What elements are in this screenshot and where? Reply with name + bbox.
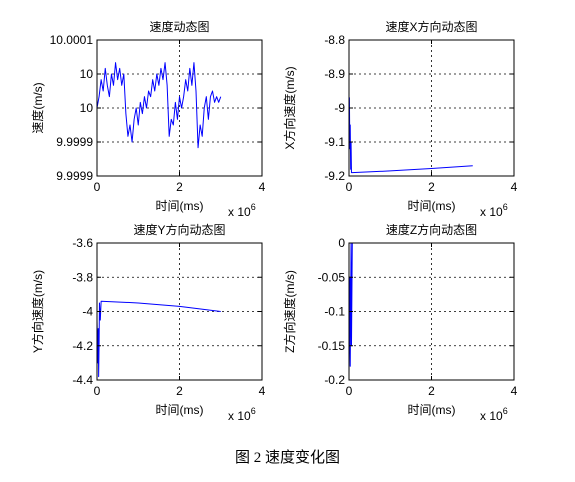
- x-tick-label: 0: [94, 180, 101, 194]
- y-tick-label: 10: [80, 67, 94, 81]
- y-tick-label: 9.9999: [56, 135, 93, 149]
- y-tick-label: -0.2: [324, 373, 345, 387]
- x-axis-multiplier: x 106: [480, 202, 508, 219]
- y-tick-label: -3.8: [72, 270, 93, 284]
- plot-area: [349, 243, 514, 380]
- series-line-1: [96, 62, 222, 149]
- x-axis-label: 时间(ms): [156, 199, 204, 213]
- y-axis-label: Y方向速度(m/s): [30, 270, 45, 353]
- plot-area: [349, 40, 514, 176]
- chart-title: 速度X方向动态图: [385, 19, 477, 34]
- x-tick-label: 2: [428, 180, 435, 194]
- y-tick-label: -8.9: [324, 67, 345, 81]
- x-axis-multiplier: x 106: [228, 406, 256, 423]
- y-tick-label: -9.1: [324, 135, 345, 149]
- y-tick-label: 10.0001: [50, 33, 94, 47]
- figure-caption: 图 2 速度变化图: [234, 450, 340, 466]
- y-tick-label: -3.6: [72, 236, 93, 250]
- x-axis-label: 时间(ms): [408, 403, 456, 417]
- x-tick-label: 4: [259, 384, 266, 398]
- chart-title: 速度Y方向动态图: [133, 222, 225, 237]
- x-axis-label: 时间(ms): [156, 403, 204, 417]
- series-line-1: [96, 300, 221, 378]
- plot-area: [97, 40, 262, 176]
- y-axis-label: Z方向速度(m/s): [282, 270, 297, 353]
- y-tick-label: -0.05: [318, 270, 346, 284]
- x-axis-multiplier: x 106: [228, 202, 256, 219]
- y-tick-label: 10: [80, 101, 94, 115]
- x-tick-label: 2: [176, 180, 183, 194]
- x-tick-label: 2: [176, 384, 183, 398]
- y-tick-label: 0: [338, 236, 345, 250]
- y-tick-label: 9.9999: [56, 169, 93, 183]
- x-tick-label: 0: [346, 180, 353, 194]
- x-tick-label: 4: [259, 180, 266, 194]
- chart-title: 速度动态图: [149, 19, 209, 34]
- x-tick-label: 4: [511, 384, 518, 398]
- plot-area: [97, 243, 262, 380]
- y-tick-label: -4: [82, 305, 93, 319]
- y-axis-label: X方向速度(m/s): [282, 66, 297, 149]
- x-tick-label: 4: [511, 180, 518, 194]
- y-tick-label: -9: [334, 101, 345, 115]
- chart-title: 速度Z方向动态图: [386, 222, 477, 237]
- x-tick-label: 2: [428, 384, 435, 398]
- x-tick-label: 0: [94, 384, 101, 398]
- y-tick-label: -4.4: [72, 373, 93, 387]
- y-tick-label: -4.2: [72, 339, 93, 353]
- y-axis-label: 速度(m/s): [30, 82, 45, 133]
- y-tick-label: -0.1: [324, 305, 345, 319]
- y-tick-label: -8.8: [324, 33, 345, 47]
- x-axis-multiplier: x 106: [480, 406, 508, 423]
- x-tick-label: 0: [346, 384, 353, 398]
- y-tick-label: -9.2: [324, 169, 345, 183]
- y-tick-label: -0.15: [318, 339, 346, 353]
- x-axis-label: 时间(ms): [408, 199, 456, 213]
